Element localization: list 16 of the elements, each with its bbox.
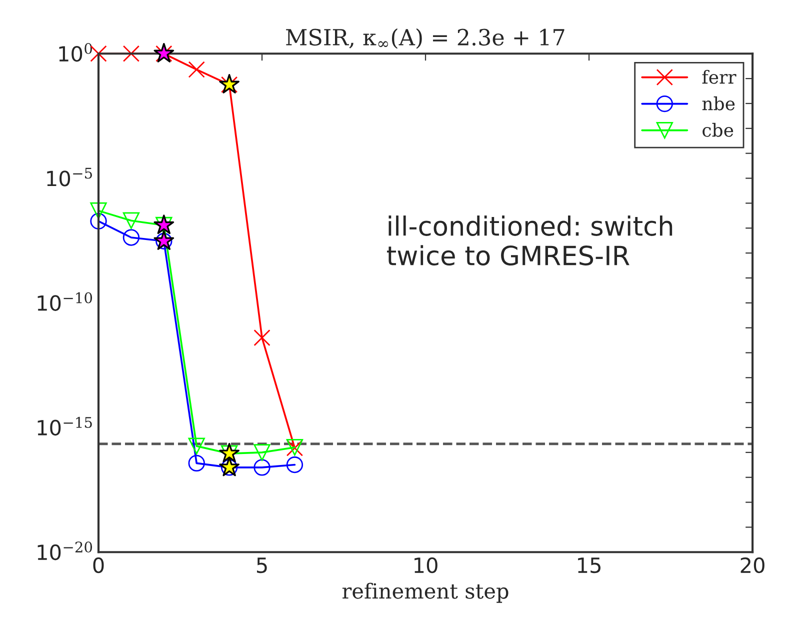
y-tick-label: 10$^{−20}$ [38,542,92,560]
x-tick-label: 0 [93,557,104,574]
x-tick-label: 20 [740,557,764,574]
chart-title: MSIR, κ$_{∞}$(A) = 2.3e + 17 [286,28,564,49]
legend-label: ferr [702,70,736,84]
x-tick-label: 5 [256,558,267,574]
x-tick-label: 15 [578,558,600,574]
annotation: ill-conditioned: switch twice to GMRES-IR [386,216,672,266]
legend-label: nbe [702,96,735,110]
y-tick-label: 10$^{−5}$ [47,168,92,186]
y-tick-label: 10$^{−10}$ [38,292,92,311]
x-tick-label: 10 [414,557,438,574]
legend-label: cbe [702,122,734,137]
x-axis-title: refinement step [342,582,508,603]
y-tick-label: 10$^{0}$ [59,43,92,62]
y-tick-label: 10$^{−15}$ [38,416,92,436]
